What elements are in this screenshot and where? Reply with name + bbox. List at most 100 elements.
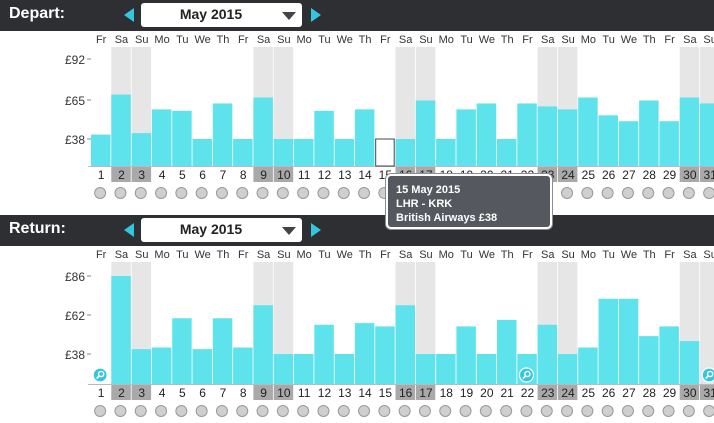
price-bar[interactable] xyxy=(497,319,517,384)
depart-prev-month-arrow-icon[interactable] xyxy=(124,8,134,22)
day-radio-button[interactable] xyxy=(114,187,127,199)
price-bar[interactable] xyxy=(294,139,314,166)
day-radio-button[interactable] xyxy=(439,405,452,417)
day-radio-button[interactable] xyxy=(195,187,208,199)
price-bar[interactable] xyxy=(334,139,355,166)
price-bar[interactable] xyxy=(659,326,679,384)
return-month-select[interactable]: May 2015 xyxy=(141,218,302,242)
price-bar[interactable] xyxy=(436,354,456,384)
day-radio-button[interactable] xyxy=(236,405,249,417)
price-bar[interactable] xyxy=(415,100,436,166)
day-radio-button[interactable] xyxy=(601,405,614,417)
day-radio-button[interactable] xyxy=(236,187,249,199)
day-radio-button[interactable] xyxy=(175,187,188,199)
day-radio-button[interactable] xyxy=(703,405,714,417)
price-bar[interactable] xyxy=(537,324,558,384)
price-bar[interactable] xyxy=(517,103,537,166)
day-radio-button[interactable] xyxy=(276,187,289,199)
price-bar[interactable] xyxy=(476,103,497,166)
day-radio-button[interactable] xyxy=(459,405,472,417)
day-radio-button[interactable] xyxy=(378,405,391,417)
price-bar[interactable] xyxy=(618,298,639,384)
price-bar[interactable] xyxy=(294,354,314,384)
price-bar[interactable] xyxy=(557,354,578,384)
price-bar[interactable] xyxy=(314,110,334,166)
price-bar[interactable] xyxy=(659,121,679,166)
price-bar[interactable] xyxy=(436,139,456,166)
price-bar[interactable] xyxy=(578,97,598,166)
price-bar-selected[interactable] xyxy=(375,138,395,167)
day-radio-button[interactable] xyxy=(581,187,594,199)
price-bar[interactable] xyxy=(172,110,192,166)
day-radio-button[interactable] xyxy=(561,405,574,417)
day-radio-button[interactable] xyxy=(561,187,574,199)
day-radio-button[interactable] xyxy=(317,405,330,417)
day-radio-button[interactable] xyxy=(418,405,431,417)
day-radio-button[interactable] xyxy=(134,187,147,199)
day-radio-button[interactable] xyxy=(500,405,513,417)
day-radio-button[interactable] xyxy=(703,187,714,199)
day-radio-button[interactable] xyxy=(114,405,127,417)
price-bar[interactable] xyxy=(639,100,659,166)
price-bar[interactable] xyxy=(253,305,273,384)
price-bar[interactable] xyxy=(111,94,131,166)
day-radio-button[interactable] xyxy=(682,187,695,199)
price-bar[interactable] xyxy=(233,139,253,166)
day-radio-button[interactable] xyxy=(520,405,533,417)
price-bar[interactable] xyxy=(415,354,436,384)
day-radio-button[interactable] xyxy=(621,187,634,199)
price-bar[interactable] xyxy=(151,347,172,385)
day-radio-button[interactable] xyxy=(540,405,553,417)
price-bar[interactable] xyxy=(598,298,619,384)
day-radio-button[interactable] xyxy=(175,405,188,417)
day-radio-button[interactable] xyxy=(642,405,655,417)
day-radio-button[interactable] xyxy=(621,405,634,417)
price-bar[interactable] xyxy=(233,347,253,385)
day-radio-button[interactable] xyxy=(195,405,208,417)
day-radio-button[interactable] xyxy=(682,405,695,417)
day-radio-button[interactable] xyxy=(581,405,594,417)
price-bar[interactable] xyxy=(700,103,714,166)
day-radio-button[interactable] xyxy=(317,187,330,199)
day-radio-button[interactable] xyxy=(337,405,350,417)
day-radio-button[interactable] xyxy=(94,187,107,199)
day-radio-button[interactable] xyxy=(662,405,675,417)
price-bar[interactable] xyxy=(557,109,578,166)
price-bar[interactable] xyxy=(192,349,213,384)
price-bar[interactable] xyxy=(151,109,172,166)
day-radio-button[interactable] xyxy=(297,405,310,417)
price-bar[interactable] xyxy=(497,139,517,166)
price-bar[interactable] xyxy=(111,276,131,384)
day-radio-button[interactable] xyxy=(642,187,655,199)
day-radio-button[interactable] xyxy=(601,187,614,199)
price-bar[interactable] xyxy=(598,115,619,166)
price-bar[interactable] xyxy=(375,326,395,384)
day-radio-button[interactable] xyxy=(358,187,371,199)
magnifier-icon[interactable] xyxy=(518,367,535,383)
price-bar[interactable] xyxy=(395,305,416,384)
price-bar[interactable] xyxy=(395,139,416,166)
price-bar[interactable] xyxy=(212,318,233,384)
day-radio-button[interactable] xyxy=(398,405,411,417)
price-bar[interactable] xyxy=(314,324,334,384)
day-radio-button[interactable] xyxy=(276,405,289,417)
day-radio-button[interactable] xyxy=(215,405,228,417)
price-bar[interactable] xyxy=(476,354,497,384)
price-bar[interactable] xyxy=(91,134,111,166)
price-bar[interactable] xyxy=(273,354,294,384)
price-bar[interactable] xyxy=(334,354,355,384)
price-bar[interactable] xyxy=(679,341,700,384)
return-prev-month-arrow-icon[interactable] xyxy=(124,223,134,237)
day-radio-button[interactable] xyxy=(297,187,310,199)
price-bar[interactable] xyxy=(354,109,375,166)
price-bar[interactable] xyxy=(456,326,476,384)
day-radio-button[interactable] xyxy=(662,187,675,199)
price-bar[interactable] xyxy=(618,121,639,166)
price-bar[interactable] xyxy=(131,133,152,166)
magnifier-icon[interactable] xyxy=(92,367,108,383)
price-bar[interactable] xyxy=(192,139,213,166)
day-radio-button[interactable] xyxy=(479,405,492,417)
price-bar[interactable] xyxy=(131,349,152,384)
price-bar[interactable] xyxy=(456,109,476,166)
day-radio-button[interactable] xyxy=(256,187,269,199)
